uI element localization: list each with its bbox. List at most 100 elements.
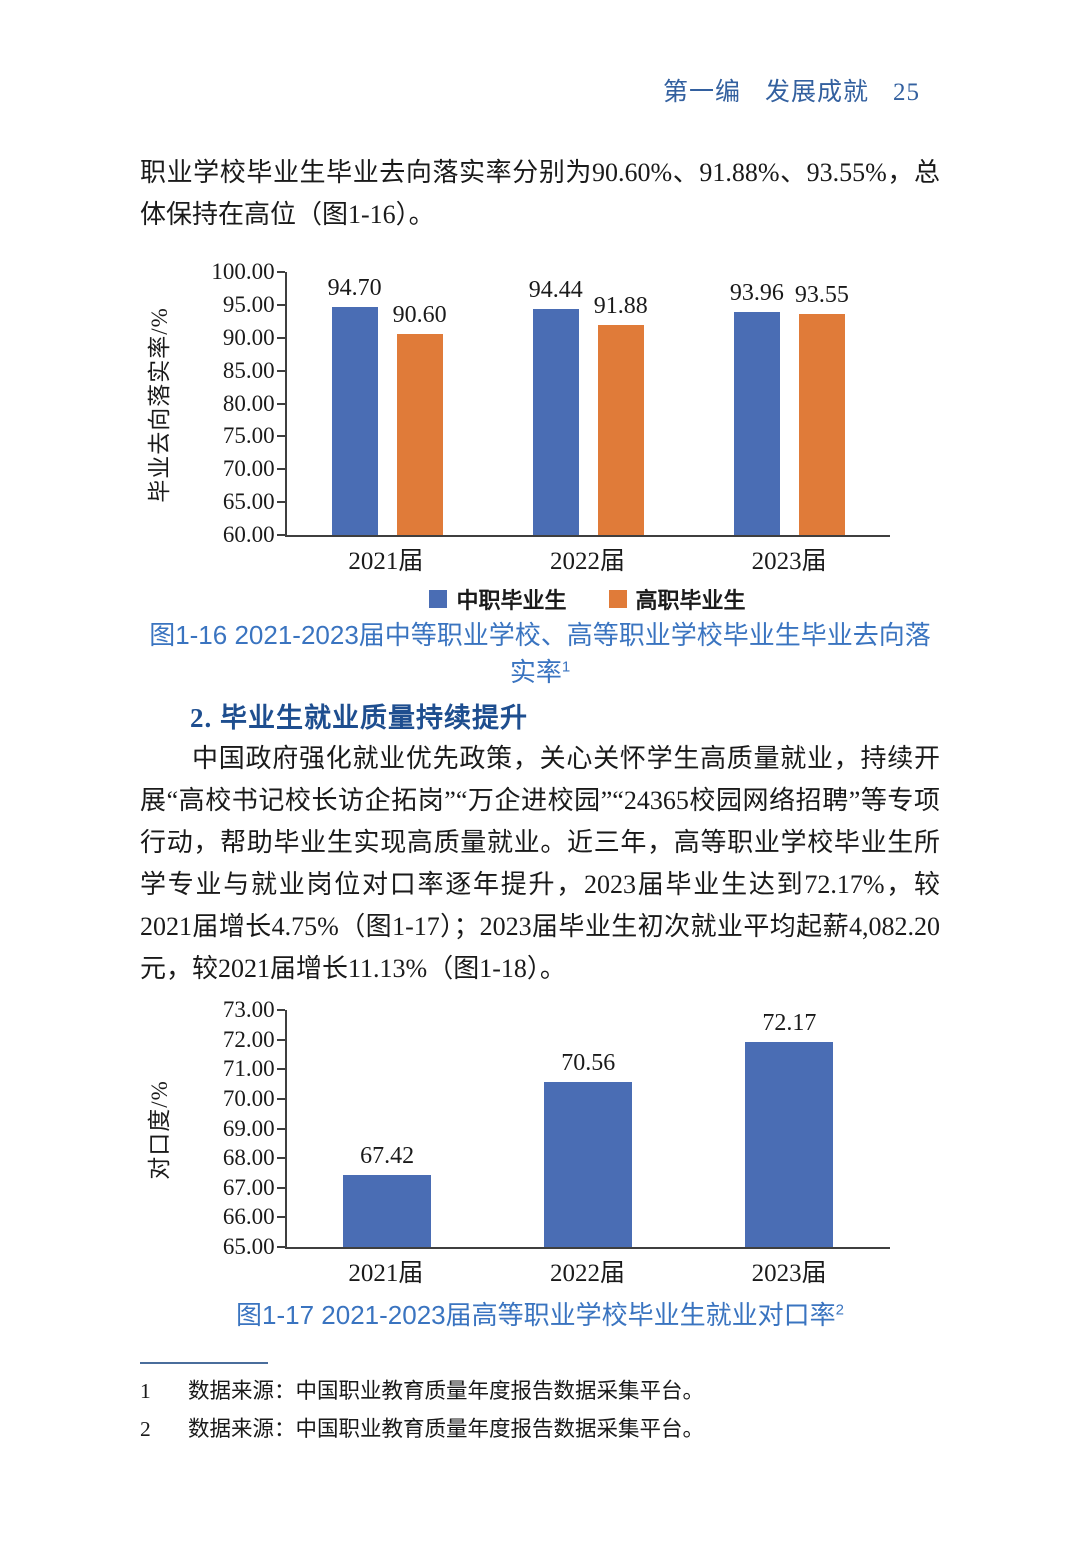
y-axis-tick-label: 90.00 <box>222 324 275 350</box>
page-number: 25 <box>893 79 920 106</box>
legend-item: 高职毕业生 <box>608 583 746 615</box>
footnote-reference: 1 <box>561 658 571 676</box>
legend-label: 高职毕业生 <box>635 588 746 613</box>
y-axis-tick-label: 75.00 <box>222 423 275 449</box>
y-axis: 73.00 72.00 71.00 70.00 69.00 68.00 67.00 66.00… <box>175 997 285 1259</box>
bar <box>597 325 644 535</box>
y-axis-tick-mark <box>276 271 285 273</box>
x-axis-category-label: 2022届 <box>550 548 626 575</box>
y-axis-tick-label: 70.00 <box>222 456 275 482</box>
y-axis-tick-mark <box>276 369 285 372</box>
bar-value-label: 67.42 <box>360 1143 415 1170</box>
y-axis-title: 对口度/% <box>147 1079 173 1180</box>
x-axis-category-label: 2021届 <box>348 1260 424 1287</box>
bar-group: 94.70 90.60 <box>287 272 488 535</box>
y-axis-tick-label: 73.00 <box>222 997 275 1022</box>
y-axis-tick-label: 95.00 <box>222 291 275 317</box>
bar-with-label: 94.70 <box>328 272 382 535</box>
footnote-reference: 2 <box>835 1301 844 1319</box>
y-axis-tick-label: 69.00 <box>222 1115 275 1141</box>
bar <box>798 314 845 535</box>
bar-group: 70.56 <box>488 1010 689 1247</box>
figure-1-17-caption: 图1-17 2021-2023届高等职业学校毕业生就业对口率2 <box>236 1300 844 1330</box>
body-paragraph: 中国政府强化就业优先政策，关心关怀学生高质量就业，持续开展“高校书记校长访企拓岗… <box>140 744 940 983</box>
x-axis: 2021届 2022届 2023届 <box>285 541 890 577</box>
y-axis-tick-label: 80.00 <box>222 390 275 416</box>
figure-1-16-caption: 图1-16 2021-2023届中等职业学校、高等职业学校毕业生毕业去向落实率1 <box>149 620 931 687</box>
y-axis-tick-label: 68.00 <box>222 1145 275 1171</box>
y-axis-tick-mark <box>276 501 285 504</box>
bar-value-label: 93.96 <box>729 279 784 306</box>
bar-with-label: 72.17 <box>745 1010 834 1247</box>
y-axis-tick-mark <box>276 402 285 405</box>
y-axis-tick-mark <box>276 534 285 536</box>
footnotes: 1 数据来源：中国职业教育质量年度报告数据采集平台。 2 数据来源：中国职业教育… <box>140 1372 940 1448</box>
y-axis-tick-mark <box>276 1097 285 1100</box>
y-axis-tick-label: 72.00 <box>222 1026 275 1052</box>
bar <box>745 1042 834 1247</box>
y-axis-tick-label: 66.00 <box>222 1204 275 1230</box>
legend-item: 中职毕业生 <box>429 583 567 615</box>
footnote-text: 数据来源：中国职业教育质量年度报告数据采集平台。 <box>188 1379 705 1403</box>
y-axis-tick-mark <box>276 435 285 438</box>
bar-with-label: 90.60 <box>393 272 447 535</box>
part-label: 第一编 <box>662 79 741 106</box>
y-axis-tick-mark <box>276 1186 285 1189</box>
y-axis-tick-mark <box>276 1068 285 1071</box>
y-axis-tick-mark <box>276 1157 285 1160</box>
footnote-2: 2 数据来源：中国职业教育质量年度报告数据采集平台。 <box>140 1410 940 1448</box>
bar-group: 72.17 <box>689 1010 890 1247</box>
x-axis: 2021届 2022届 2023届 <box>285 1253 890 1289</box>
fig-1-16-bar-chart: 毕业去向落实率/% 100.00 95.00 90.00 85.00 80.00 75.0… <box>140 258 890 615</box>
legend-swatch <box>608 590 627 608</box>
y-axis-tick-label: 85.00 <box>222 357 275 383</box>
y-axis-tick-label: 60.00 <box>222 522 275 547</box>
bar-value-label: 70.56 <box>561 1050 616 1077</box>
x-axis-category-label: 2021届 <box>348 548 424 575</box>
x-axis-category-label: 2022届 <box>550 1260 626 1287</box>
bar-with-label: 70.56 <box>544 1010 633 1247</box>
y-axis-tick-label: 100.00 <box>211 259 275 284</box>
bar-value-label: 90.60 <box>392 301 447 328</box>
bar-group: 67.42 <box>287 1010 488 1247</box>
y-axis-tick-label: 65.00 <box>222 1234 275 1259</box>
chart-legend: 中职毕业生 高职毕业生 <box>285 583 890 615</box>
y-axis-tick-mark <box>276 1009 285 1011</box>
x-axis-category-label: 2023届 <box>751 1260 827 1287</box>
y-axis-tick-mark <box>276 303 285 306</box>
intro-paragraph: 职业学校毕业生毕业去向落实率分别为90.60%、91.88%、93.55%，总体… <box>140 158 940 229</box>
bar-value-label: 94.44 <box>528 276 583 303</box>
y-axis-title: 毕业去向落实率/% <box>147 306 173 503</box>
y-axis-tick-mark <box>276 468 285 471</box>
y-axis-tick-mark <box>276 1038 285 1041</box>
y-axis-tick-label: 71.00 <box>222 1056 275 1082</box>
bar-with-label: 93.55 <box>795 272 849 535</box>
y-axis-tick-mark <box>276 1216 285 1219</box>
y-axis-tick-label: 70.00 <box>222 1085 275 1111</box>
section-heading: 2. 毕业生就业质量持续提升 <box>190 703 528 733</box>
footnote-marker: 1 <box>140 1379 151 1403</box>
bar-group: 93.96 93.55 <box>689 272 890 535</box>
bar <box>733 311 780 535</box>
bar-with-label: 67.42 <box>343 1010 432 1247</box>
bar-with-label: 93.96 <box>730 272 784 535</box>
bar-with-label: 91.88 <box>594 272 648 535</box>
bar <box>532 308 579 535</box>
y-axis-tick-mark <box>276 1127 285 1130</box>
bar-value-label: 93.55 <box>794 282 849 309</box>
bar <box>544 1082 633 1247</box>
fig-1-17-bar-chart: 对口度/% 73.00 72.00 71.00 70.00 69.00 68.00 67.0… <box>140 996 890 1289</box>
y-axis-tick-label: 67.00 <box>222 1174 275 1200</box>
part-title: 发展成就 <box>764 79 869 106</box>
y-axis-tick-mark <box>276 336 285 339</box>
bar <box>331 306 378 535</box>
y-axis: 100.00 95.00 90.00 85.00 80.00 75.00 70.00 65.0… <box>175 259 285 547</box>
bar-value-label: 72.17 <box>762 1010 817 1036</box>
footnote-text: 数据来源：中国职业教育质量年度报告数据采集平台。 <box>188 1417 705 1441</box>
bar-group: 94.44 91.88 <box>488 272 689 535</box>
bar <box>343 1175 432 1247</box>
footnote-1: 1 数据来源：中国职业教育质量年度报告数据采集平台。 <box>140 1372 940 1410</box>
x-axis-category-label: 2023届 <box>751 548 827 575</box>
plot-area: 94.70 90.60 94.44 91.88 93.96 93.55 <box>276 271 890 537</box>
